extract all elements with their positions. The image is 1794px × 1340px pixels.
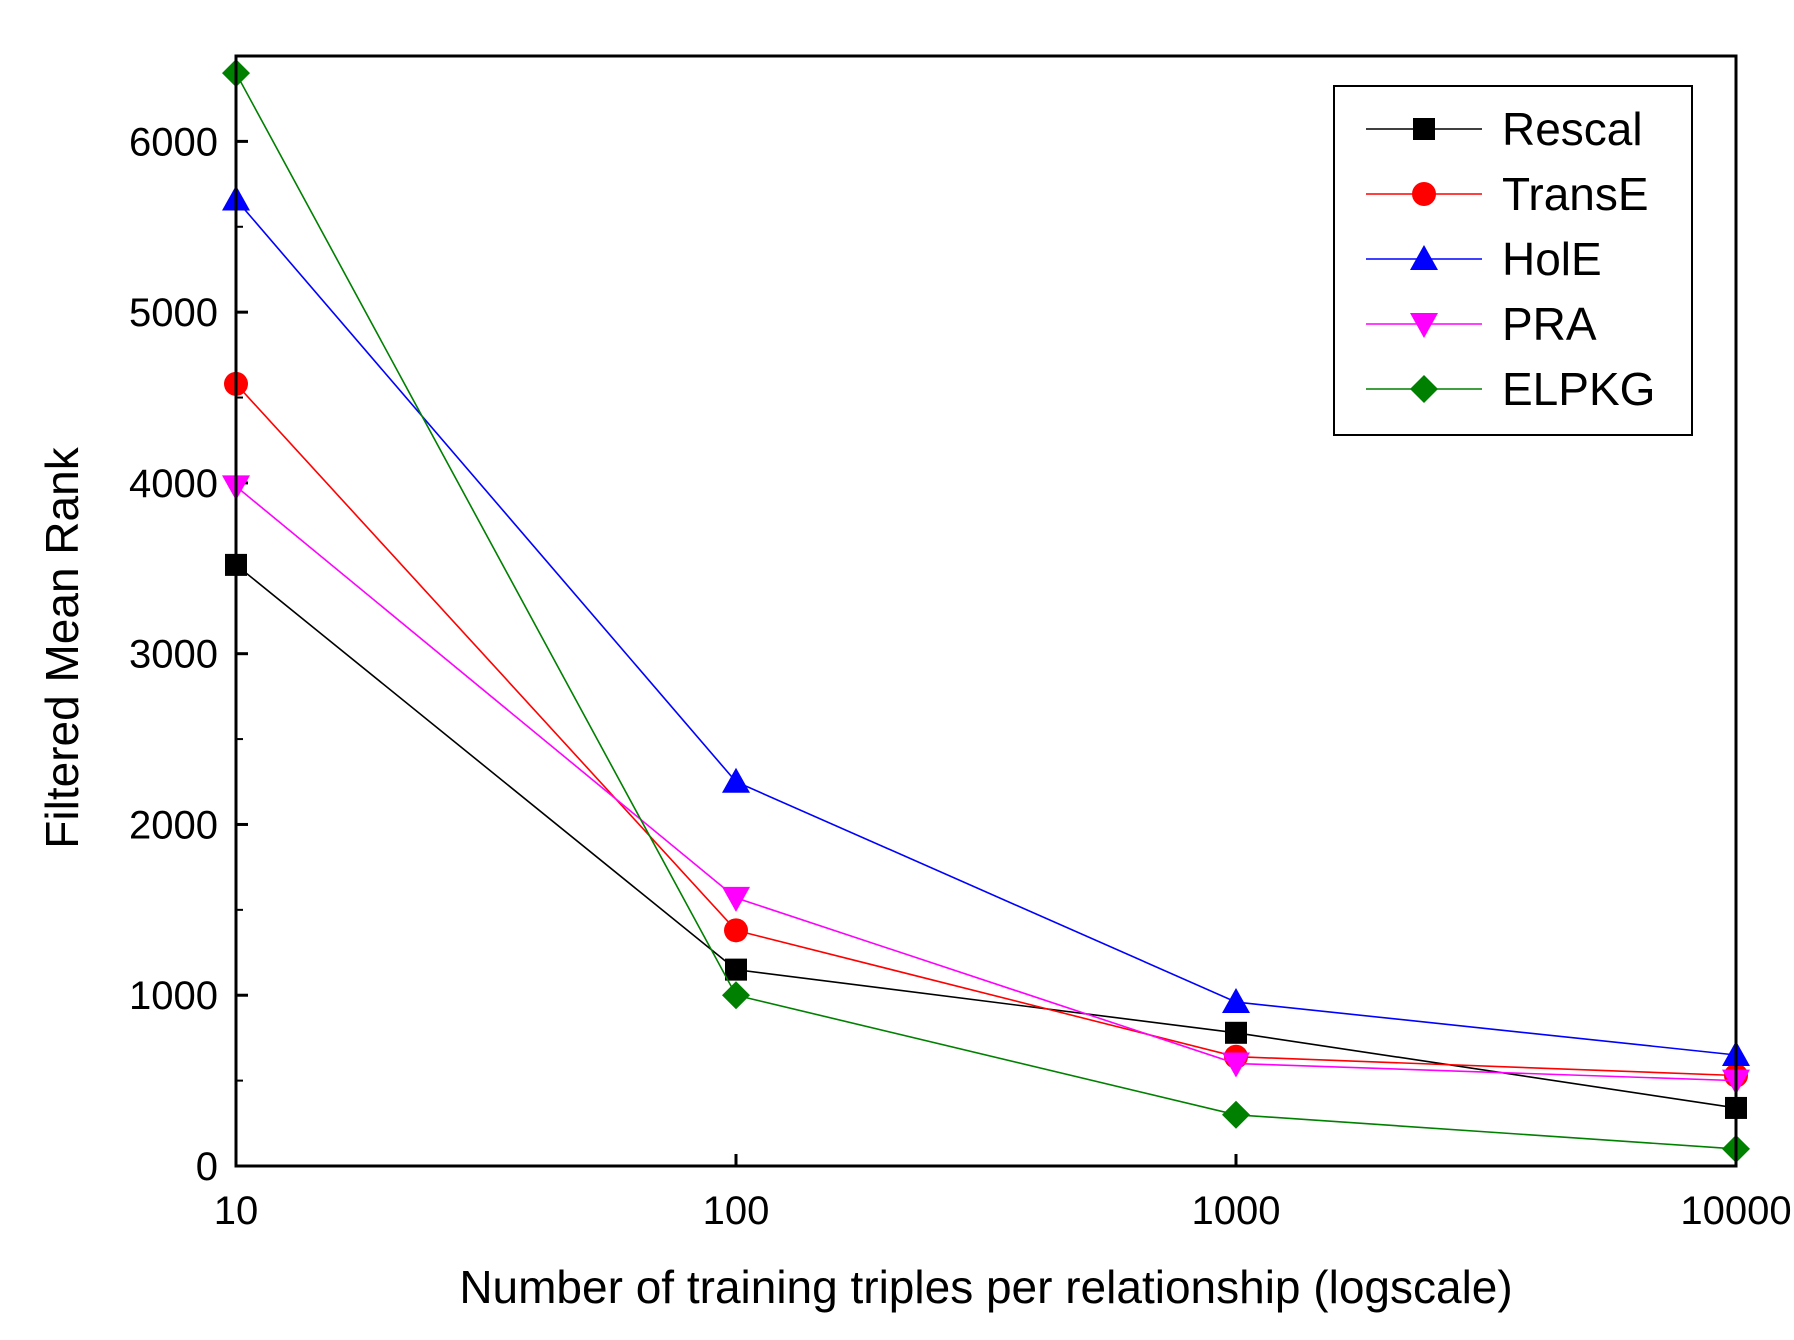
- y-tick-label: 2000: [129, 803, 218, 847]
- legend-box: [1333, 85, 1693, 436]
- y-tick-label: 0: [196, 1145, 218, 1189]
- data-point-hole: [722, 767, 750, 793]
- data-point-transe: [724, 918, 748, 943]
- y-tick-label: 4000: [129, 462, 218, 506]
- series-line-hole: [235, 198, 1737, 1056]
- series-line-elpkg: [235, 72, 1737, 1150]
- legend-label-hole: HolE: [1502, 233, 1602, 285]
- legend-marker-elpkg: [1410, 375, 1438, 403]
- legend-marker-transe: [1412, 182, 1436, 206]
- plot-frame: [234, 54, 1738, 1168]
- series-lines: [222, 59, 1750, 1163]
- data-point-pra: [1222, 1052, 1250, 1078]
- series-line-rescal: [235, 564, 1737, 1109]
- data-point-rescal: [725, 958, 747, 981]
- y-tick-label: 3000: [129, 633, 218, 677]
- data-point-elpkg: [722, 981, 750, 1010]
- legend-label-pra: PRA: [1502, 298, 1597, 350]
- data-point-rescal: [1225, 1021, 1247, 1044]
- data-point-pra: [722, 886, 750, 912]
- x-tick-label: 1000: [1192, 1189, 1281, 1233]
- legend-marker-hole: [1410, 245, 1438, 270]
- y-axis-title: Filtered Mean Rank: [36, 446, 88, 848]
- legend-marker-rescal: [1413, 118, 1435, 140]
- y-tick-label: 1000: [129, 974, 218, 1018]
- legend-label-elpkg: ELPKG: [1502, 363, 1655, 415]
- series-line-transe: [235, 383, 1737, 1077]
- tick-labels: 0 1000 2000 3000 4000 5000 6000 10 100 1000 10000: [129, 120, 1792, 1233]
- data-point-hole: [1222, 988, 1250, 1014]
- x-tick-label: 10000: [1680, 1189, 1791, 1233]
- data-point-elpkg: [1222, 1100, 1250, 1129]
- y-tick-label: 5000: [129, 291, 218, 335]
- legend-marker-pra: [1410, 313, 1438, 338]
- y-tick-label: 6000: [129, 120, 218, 164]
- legend-label-transe: TransE: [1502, 168, 1649, 220]
- x-tick-label: 100: [703, 1189, 770, 1233]
- x-axis-title: Number of training triples per relations…: [459, 1261, 1512, 1313]
- legend: Rescal TransE HolE PRA ELPKG: [1333, 85, 1693, 436]
- legend-label-rescal: Rescal: [1502, 103, 1643, 155]
- x-tick-label: 10: [214, 1189, 259, 1233]
- series-line-pra: [235, 485, 1737, 1082]
